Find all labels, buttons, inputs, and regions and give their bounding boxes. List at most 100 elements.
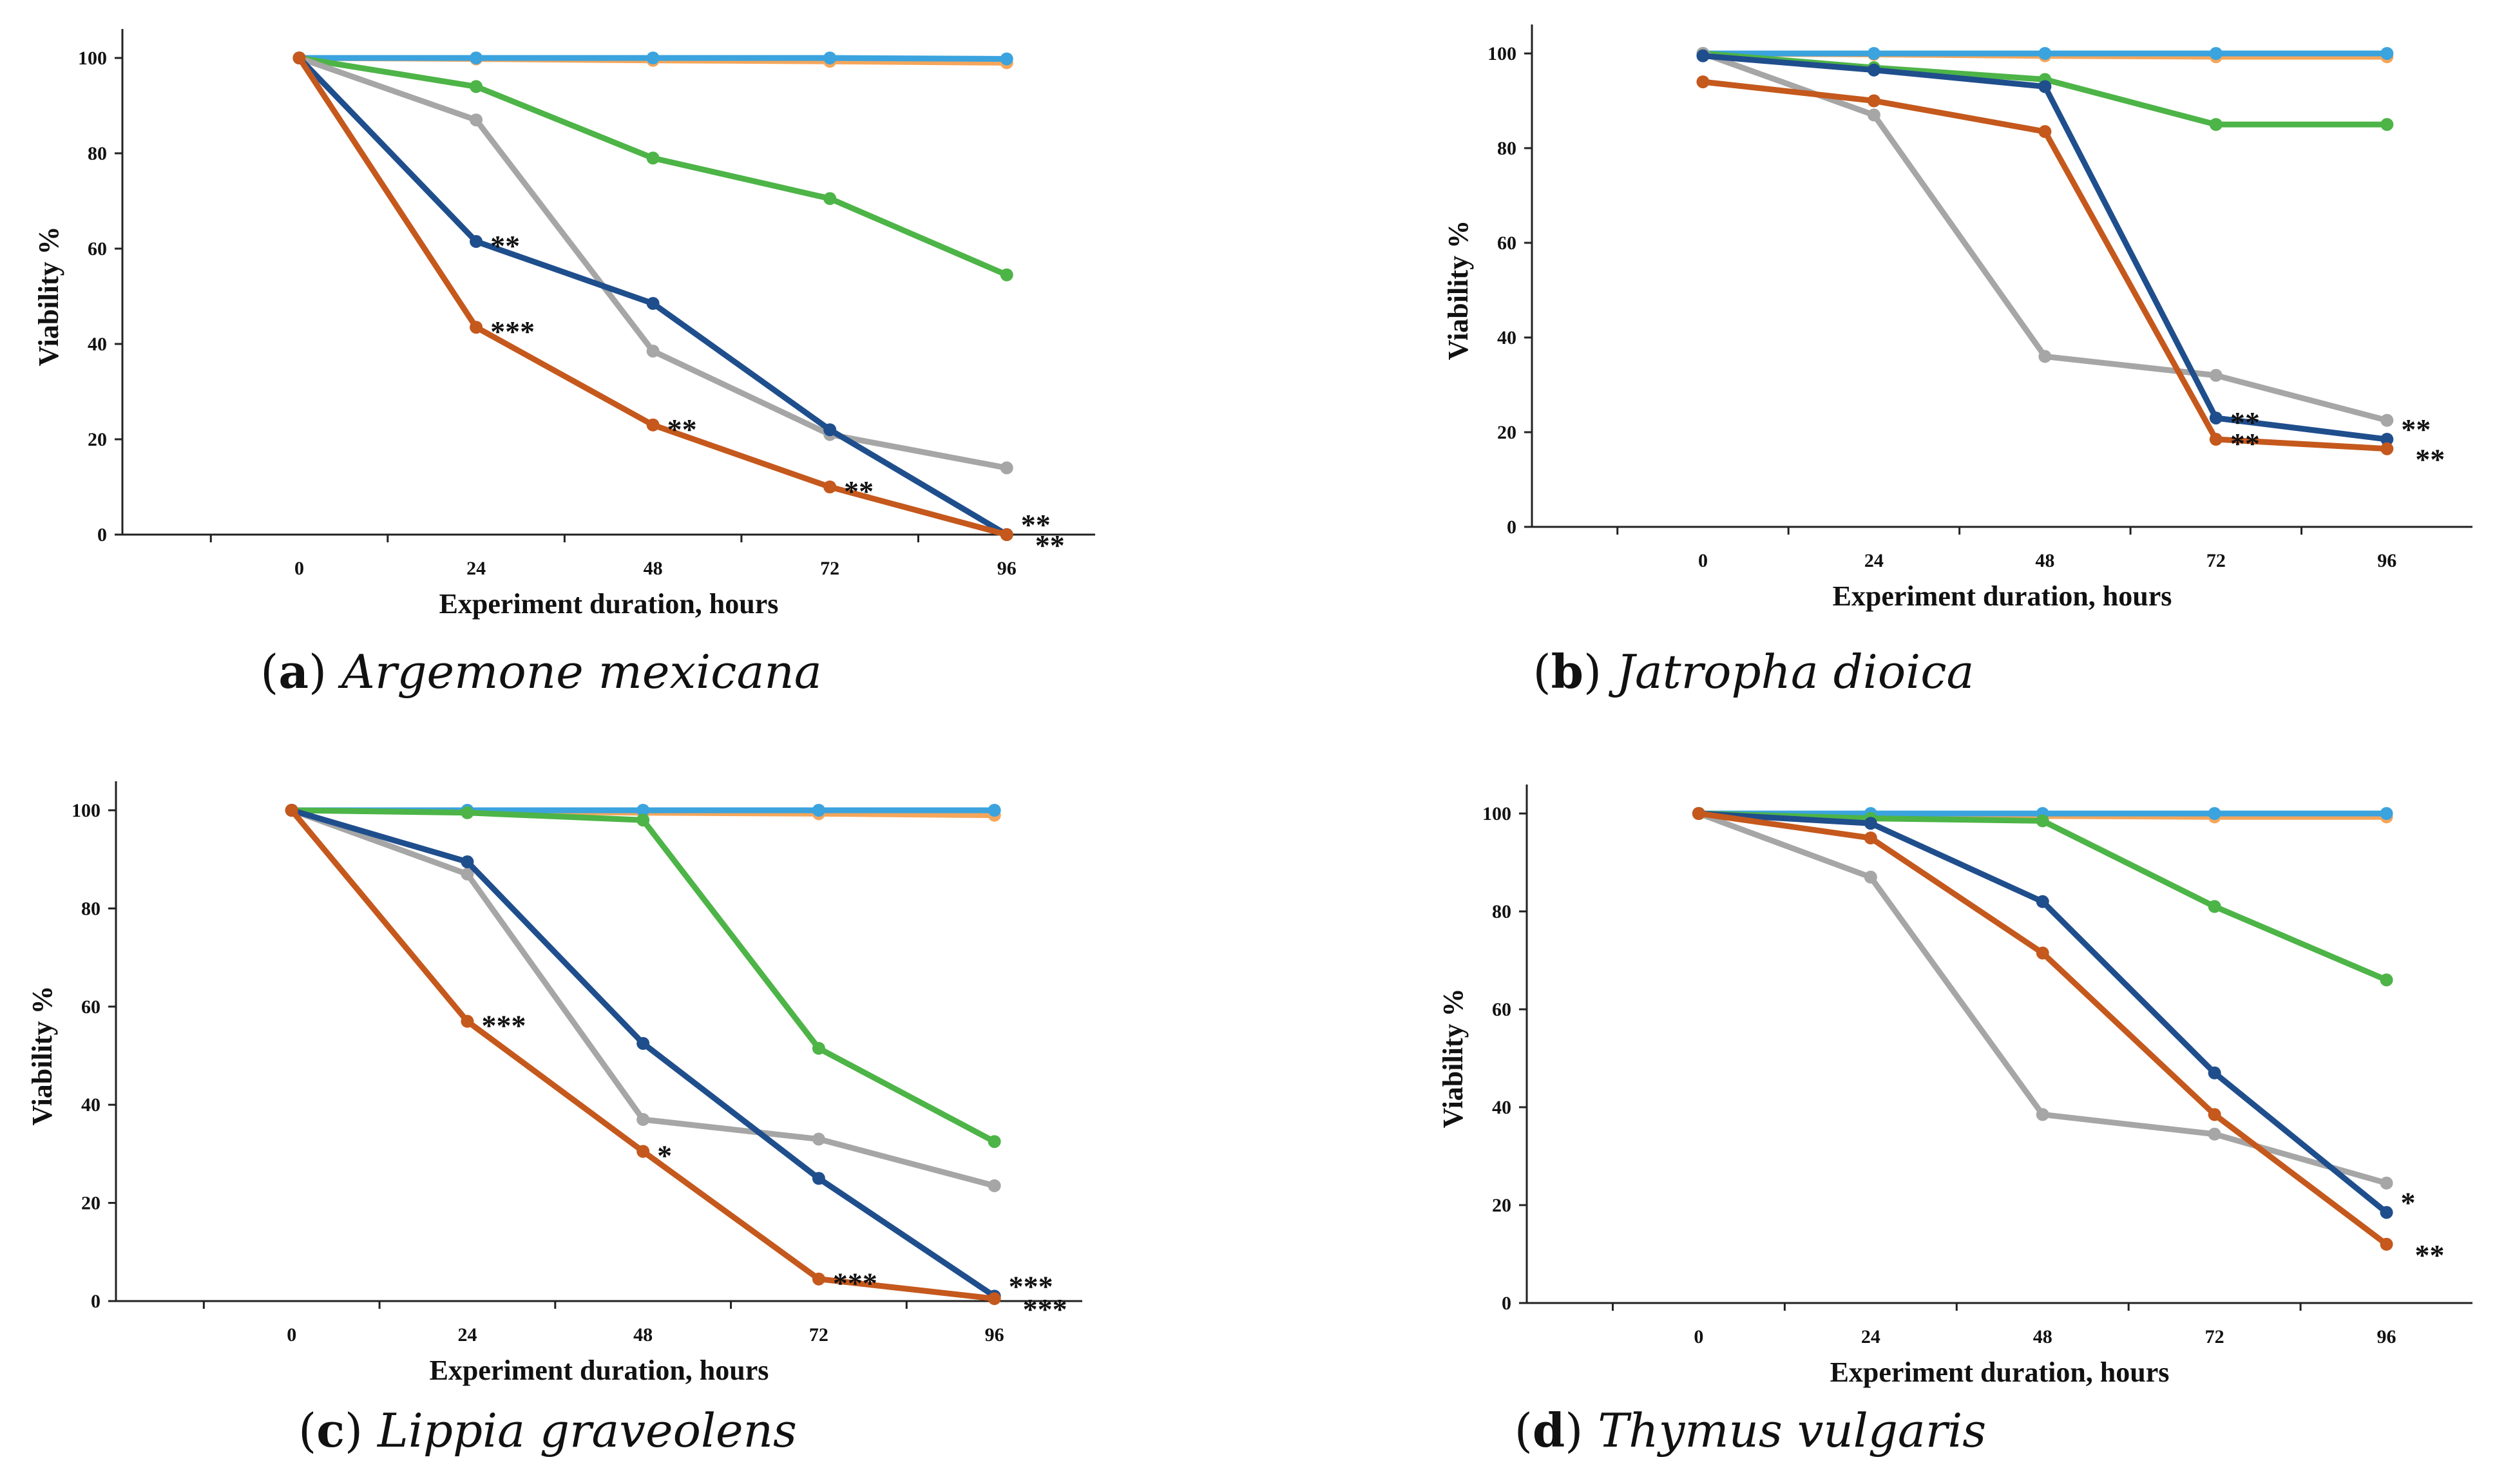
x-tick-label: 48	[2033, 1326, 2052, 1347]
data-point-gray	[2036, 1108, 2049, 1121]
data-point-light_blue	[646, 52, 660, 64]
data-point-gray	[636, 1113, 650, 1127]
data-point-dark_blue	[2038, 80, 2052, 93]
data-point-dark_blue	[461, 855, 474, 869]
data-point-green	[823, 192, 837, 205]
y-tick-label: 0	[91, 1291, 100, 1312]
x-tick-label: 72	[820, 558, 839, 579]
data-point-green	[636, 813, 650, 827]
y-tick-label: 100	[1487, 43, 1516, 64]
series-line-green	[289, 807, 998, 1145]
significance-annotation: **	[844, 475, 874, 508]
x-axis-title: Experiment duration, hours	[439, 588, 779, 620]
y-tick-label: 60	[1497, 233, 1516, 254]
data-point-dark_blue	[2036, 895, 2049, 908]
data-point-orange_red	[2380, 1237, 2393, 1251]
x-tick-label: 0	[1698, 550, 1708, 571]
data-point-light_blue	[823, 52, 837, 64]
significance-annotation: **	[2230, 427, 2260, 460]
y-tick-label: 40	[88, 334, 107, 355]
x-axis-title: Experiment duration, hours	[1833, 580, 2172, 612]
y-tick-label: 40	[1492, 1097, 1511, 1118]
x-tick-label: 0	[294, 558, 304, 579]
significance-annotation: **	[2415, 443, 2445, 476]
y-tick-label: 20	[1497, 422, 1516, 443]
y-tick-label: 0	[97, 524, 107, 546]
series-line-orange_red	[1696, 810, 2389, 1248]
data-point-orange_red	[1864, 832, 1877, 844]
data-point-orange_red	[2036, 946, 2049, 960]
significance-annotation: **	[2230, 406, 2260, 439]
caption-b-species: Jatropha dioica	[1616, 645, 1975, 699]
data-point-light_blue	[470, 52, 483, 64]
data-point-orange_red	[646, 418, 660, 432]
data-point-gray	[2208, 1127, 2221, 1141]
y-axis-title: Viability %	[1442, 220, 1474, 360]
caption-a: (a) Argemone mexicana	[260, 644, 822, 699]
data-point-gray	[1864, 870, 1877, 884]
chart-c: 0 20 40 60 80 100 0 24 48 72 96 Experiment duration…	[26, 781, 1082, 1386]
significance-annotation: **	[2415, 1239, 2445, 1271]
caption-c: (c) Lippia graveolens	[298, 1403, 797, 1458]
significance-annotation: ***	[1023, 1293, 1067, 1326]
data-point-light_blue	[1867, 47, 1880, 60]
data-point-light_blue	[2380, 47, 2394, 60]
data-point-orange_red	[470, 321, 483, 334]
data-point-dark_blue	[1696, 49, 1710, 62]
x-tick-label: 24	[466, 558, 486, 579]
data-point-dark_blue	[1864, 817, 1877, 830]
y-tick-label: 80	[1497, 138, 1516, 159]
y-tick-label: 40	[81, 1094, 100, 1116]
x-tick-label: 96	[2377, 550, 2396, 571]
data-point-green	[2380, 973, 2393, 987]
data-point-dark_blue	[823, 423, 837, 437]
data-point-dark_blue	[2380, 1206, 2393, 1219]
data-point-orange_red	[285, 804, 298, 817]
data-point-gray	[2038, 350, 2052, 363]
data-point-green	[646, 151, 660, 165]
data-point-green	[2209, 118, 2223, 131]
panel-a: 0 20 40 60 80 100 0 24 48 72 96 Experiment duration…	[0, 0, 1258, 644]
data-point-orange_red	[1000, 528, 1013, 541]
data-point-light_blue	[2038, 47, 2052, 60]
chart-d: 0 20 40 60 80 100 0 24 48 72 96 Experiment duration…	[1437, 785, 2472, 1388]
y-tick-label: 60	[81, 996, 100, 1018]
data-point-gray	[2380, 1176, 2393, 1190]
caption-c-letter: c	[316, 1403, 345, 1458]
data-point-gray	[2380, 414, 2394, 427]
data-point-gray	[812, 1132, 825, 1146]
series-line-gray	[1700, 50, 2390, 424]
x-tick-label: 24	[1861, 1326, 1880, 1347]
significance-annotation: ***	[833, 1267, 877, 1300]
y-tick-label: 80	[88, 143, 107, 164]
data-point-green	[2208, 900, 2221, 913]
data-point-orange_red	[823, 480, 837, 493]
x-axis-title: Experiment duration, hours	[430, 1355, 769, 1386]
x-tick-label: 96	[985, 1324, 1004, 1346]
x-tick-label: 48	[2035, 550, 2054, 571]
data-point-light_blue	[636, 804, 650, 817]
data-point-orange_red	[988, 1292, 1001, 1306]
data-point-light_blue	[1000, 52, 1013, 66]
data-point-dark_blue	[2380, 433, 2394, 446]
caption-a-species: Argemone mexicana	[341, 645, 822, 699]
data-point-orange_red	[2208, 1108, 2221, 1121]
x-tick-label: 96	[997, 558, 1017, 579]
x-tick-label: 96	[2377, 1326, 2396, 1347]
data-point-orange_red	[812, 1272, 825, 1286]
data-point-light_blue	[812, 804, 825, 817]
y-tick-label: 80	[1492, 901, 1511, 922]
x-tick-label: 0	[1694, 1326, 1703, 1347]
significance-annotation: **	[2401, 413, 2431, 446]
data-point-green	[470, 80, 483, 93]
data-point-gray	[1000, 461, 1013, 475]
x-axis-title: Experiment duration, hours	[1830, 1356, 2170, 1388]
significance-annotation: **	[1021, 508, 1051, 541]
x-tick-label: 24	[1864, 550, 1884, 571]
data-point-light_blue	[2380, 807, 2393, 820]
data-point-dark_blue	[812, 1172, 825, 1185]
data-point-orange_red	[461, 1014, 474, 1028]
series-line-dark_blue	[296, 55, 1010, 538]
y-tick-label: 0	[1502, 1293, 1511, 1314]
data-point-orange_red	[2038, 125, 2052, 138]
